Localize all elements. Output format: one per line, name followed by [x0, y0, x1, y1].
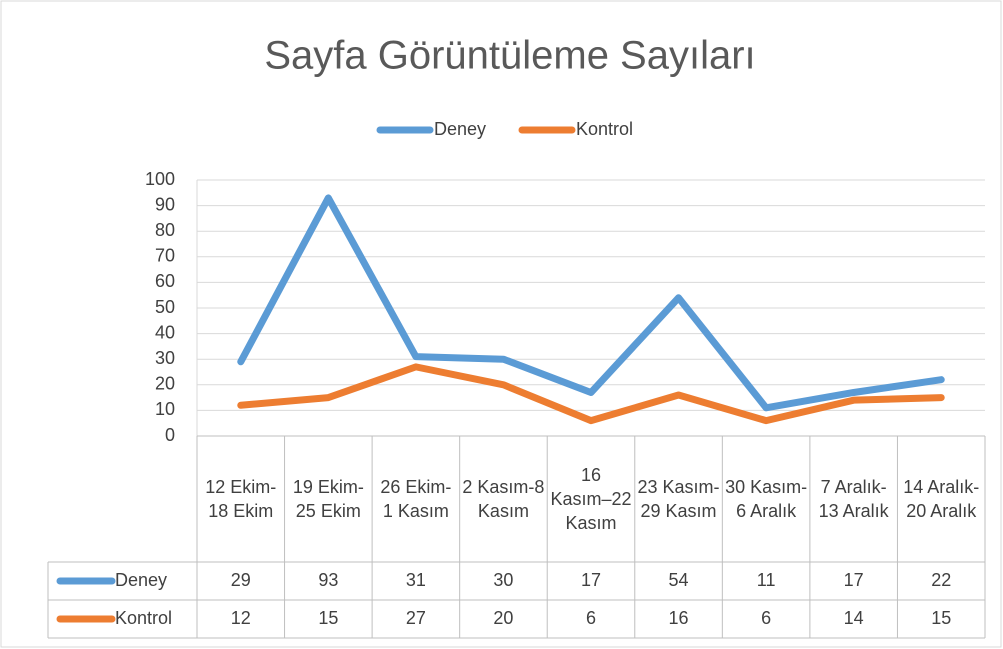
series-line	[237, 363, 945, 425]
table-value: 17	[844, 570, 864, 590]
y-tick-label: 100	[145, 169, 175, 189]
table-row-label: Deney	[115, 570, 167, 590]
y-tick-label: 70	[155, 246, 175, 266]
x-tick-label: 2 Kasım-8 Kasım	[462, 477, 545, 521]
y-tick-label: 60	[155, 271, 175, 291]
legend-label: Kontrol	[576, 119, 633, 139]
y-tick-label: 20	[155, 374, 175, 394]
x-tick-label: 7 Aralık-13 Aralık	[818, 477, 889, 521]
table-value: 16	[669, 608, 689, 628]
y-tick-label: 80	[155, 220, 175, 240]
x-tick-label: 12 Ekim-18 Ekim	[205, 477, 277, 521]
table-value: 27	[406, 608, 426, 628]
table-value: 12	[231, 608, 251, 628]
y-tick-label: 30	[155, 348, 175, 368]
x-tick-label: 19 Ekim-25 Ekim	[292, 477, 364, 521]
x-tick-label: 26 Ekim- 1 Kasım	[380, 477, 452, 521]
table-value: 31	[406, 570, 426, 590]
table-value: 22	[931, 570, 951, 590]
table-value: 6	[586, 608, 596, 628]
table-value: 15	[318, 608, 338, 628]
table-value: 6	[761, 608, 771, 628]
table-row-label: Kontrol	[115, 608, 172, 628]
y-tick-label: 40	[155, 322, 175, 342]
series-line	[237, 194, 945, 412]
y-tick-label: 10	[155, 399, 175, 419]
y-tick-label: 0	[165, 425, 175, 445]
x-tick-label: 30 Kasım-6 Aralık	[725, 477, 808, 521]
x-tick-label: 16 Kasım–22 Kasım	[550, 465, 632, 533]
table-value: 29	[231, 570, 251, 590]
table-value: 93	[318, 570, 338, 590]
table-value: 11	[757, 570, 776, 590]
table-value: 17	[581, 570, 601, 590]
y-tick-label: 90	[155, 194, 175, 214]
y-tick-label: 50	[155, 297, 175, 317]
table-value: 30	[493, 570, 513, 590]
x-tick-label: 14 Aralık-20 Aralık	[903, 477, 980, 521]
table-value: 54	[669, 570, 689, 590]
table-value: 14	[844, 608, 864, 628]
x-tick-label: 23 Kasım-29 Kasım	[637, 477, 720, 521]
legend-label: Deney	[434, 119, 486, 139]
table-value: 20	[493, 608, 513, 628]
table-value: 15	[931, 608, 951, 628]
chart-title: Sayfa Görüntüleme Sayıları	[264, 34, 755, 78]
